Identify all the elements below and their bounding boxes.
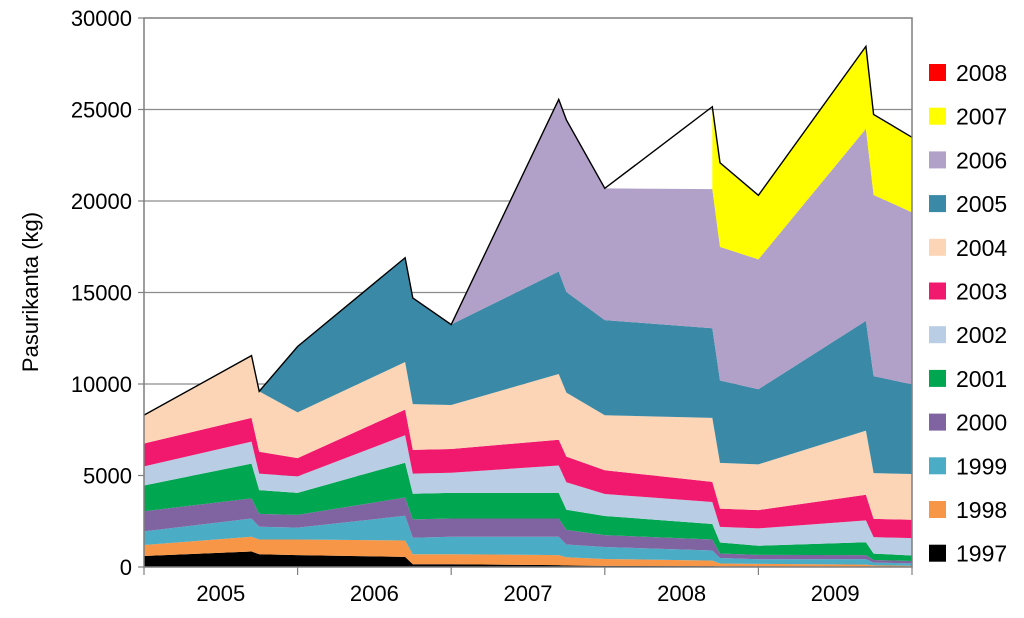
x-tick-label: 2006 [350, 581, 399, 606]
x-tick-label: 2008 [657, 581, 706, 606]
legend-swatch-2001 [929, 369, 946, 387]
area-1997 [144, 551, 912, 567]
total-outline [143, 44, 913, 416]
legend-label-1998: 1998 [956, 497, 1007, 523]
area-2001 [144, 462, 912, 561]
legend-swatch-2000 [929, 413, 946, 431]
legend-swatch-1998 [929, 501, 946, 518]
y-tick-label: 25000 [71, 98, 132, 123]
y-tick-label: 15000 [71, 281, 132, 306]
legend-label-2006: 2006 [956, 147, 1007, 173]
legend-swatch-1997 [929, 544, 946, 562]
legend-swatch-2008 [929, 64, 946, 81]
area-2005 [144, 257, 912, 475]
legend-label-2005: 2005 [956, 191, 1007, 217]
legend-swatch-2002 [929, 326, 946, 344]
legend: 2008 2007 2006 2005 2004 2003 2002 2001 2000 1999… [929, 60, 1007, 567]
legend-swatch-2004 [929, 238, 946, 256]
legend-swatch-2007 [929, 107, 946, 125]
y-axis-ticks: 0 5000 10000 15000 20000 25000 30000 [71, 6, 144, 580]
legend-swatch-2005 [929, 195, 946, 213]
x-axis-ticks: 2005 2006 2007 2008 2009 [143, 567, 913, 606]
legend-label-1997: 1997 [956, 541, 1007, 567]
legend-label-2004: 2004 [956, 235, 1007, 261]
legend-label-2000: 2000 [956, 410, 1007, 436]
x-tick-label: 2005 [196, 581, 245, 606]
legend-label-2007: 2007 [956, 104, 1007, 130]
area-1999 [144, 515, 912, 566]
area-2007 [712, 46, 912, 260]
area-2000 [144, 497, 912, 564]
legend-label-2002: 2002 [956, 322, 1007, 348]
x-tick-label: 2007 [504, 581, 553, 606]
legend-label-2003: 2003 [956, 279, 1007, 305]
legend-label-1999: 1999 [956, 453, 1007, 479]
y-axis-title: Pasurikanta (kg) [18, 212, 43, 372]
legend-swatch-2006 [929, 151, 946, 169]
legend-label-2008: 2008 [956, 60, 1007, 86]
legend-label-2001: 2001 [956, 366, 1007, 392]
area-1998 [144, 536, 912, 567]
y-tick-label: 0 [120, 555, 132, 580]
y-tick-label: 30000 [71, 6, 132, 31]
y-tick-label: 10000 [71, 372, 132, 397]
area-2002 [144, 435, 912, 556]
y-tick-label: 5000 [83, 464, 132, 489]
x-tick-label: 2009 [811, 581, 860, 606]
area-2006 [144, 99, 912, 416]
area-2004 [144, 355, 912, 520]
area-2003 [144, 409, 912, 539]
legend-swatch-1999 [929, 457, 946, 475]
area-series [143, 44, 913, 567]
y-tick-label: 20000 [71, 189, 132, 214]
legend-swatch-2003 [929, 282, 946, 300]
